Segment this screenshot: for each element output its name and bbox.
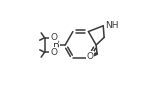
Text: NH: NH bbox=[106, 21, 119, 30]
Text: O: O bbox=[50, 33, 57, 42]
Text: B: B bbox=[53, 40, 60, 50]
Text: O: O bbox=[86, 52, 93, 61]
Text: O: O bbox=[50, 48, 57, 57]
